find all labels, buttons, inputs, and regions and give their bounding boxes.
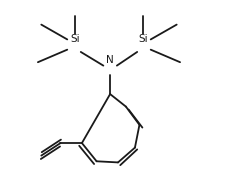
Text: N: N	[106, 55, 114, 65]
Text: Si: Si	[70, 34, 80, 44]
Text: Si: Si	[138, 34, 148, 44]
